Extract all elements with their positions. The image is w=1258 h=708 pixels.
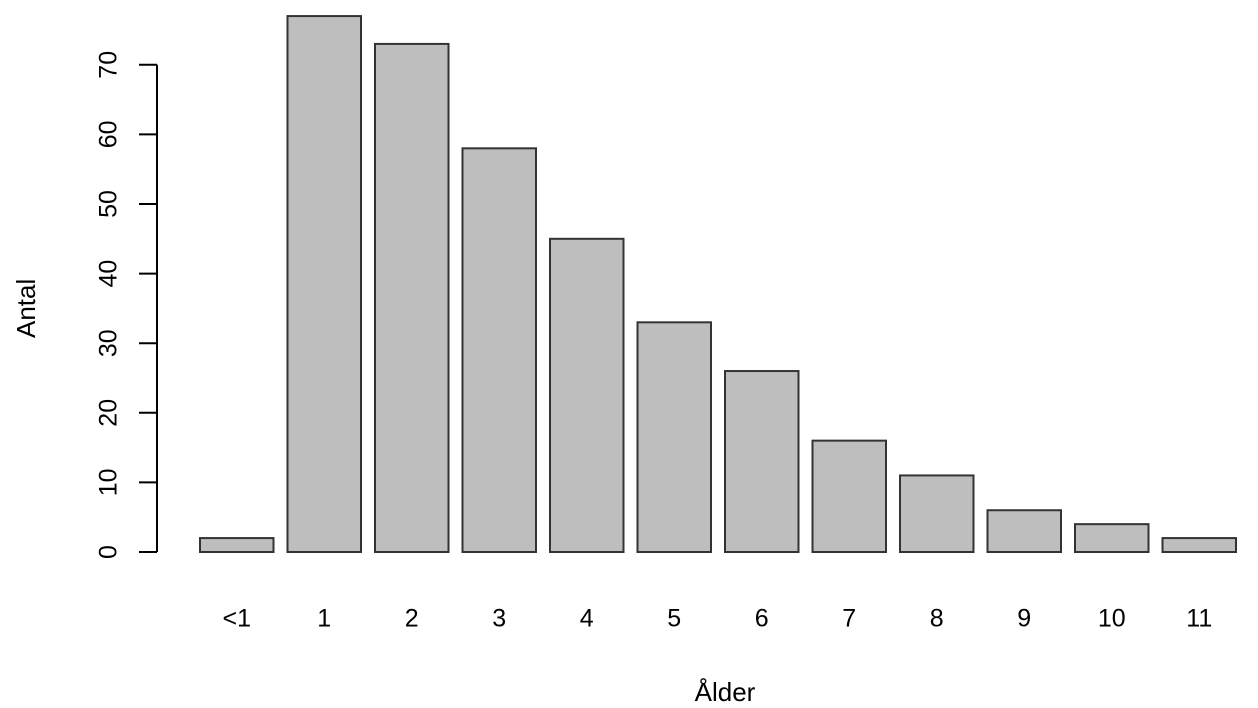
x-tick-label: 10 xyxy=(1098,605,1126,633)
x-tick-label: 4 xyxy=(580,605,594,633)
x-tick-label: 7 xyxy=(842,605,856,633)
bar-2 xyxy=(374,42,450,553)
y-tick-label: 60 xyxy=(95,120,123,148)
y-ticks-group xyxy=(139,63,157,553)
y-tick-label: 10 xyxy=(95,468,123,496)
y-tick-label: 50 xyxy=(95,190,123,218)
y-tick-label: 20 xyxy=(95,399,123,427)
bars-group xyxy=(199,15,1237,554)
x-tick-label: 9 xyxy=(1017,605,1031,633)
y-tick-label: 30 xyxy=(95,329,123,357)
y-tick-label: 40 xyxy=(95,260,123,288)
x-axis-title: Ålder xyxy=(695,677,756,707)
x-tick-label: 5 xyxy=(667,605,681,633)
bar-4 xyxy=(549,237,625,554)
bar-6 xyxy=(724,370,800,554)
y-tick-label: 70 xyxy=(95,51,123,79)
bar-7 xyxy=(811,439,887,554)
x-tick-label: 6 xyxy=(755,605,769,633)
bar-8 xyxy=(899,474,975,553)
x-tick-label: 11 xyxy=(1186,605,1212,633)
bar-0 xyxy=(199,537,275,554)
bar-3 xyxy=(461,147,537,553)
x-tick-label: <1 xyxy=(222,605,251,633)
x-tick-label: 1 xyxy=(317,605,331,633)
bar-9 xyxy=(986,509,1062,553)
bar-10 xyxy=(1074,523,1150,553)
y-axis-title: Antal xyxy=(11,279,41,338)
y-tick-labels-group: 0 10 20 30 40 50 60 70 xyxy=(95,51,123,559)
x-tick-label: 2 xyxy=(405,605,419,633)
x-tick-label: 3 xyxy=(492,605,506,633)
bar-1 xyxy=(286,15,362,553)
x-tick-labels-group: <1 1 2 3 4 5 6 7 8 9 10 11 xyxy=(222,605,1212,633)
y-tick-label: 0 xyxy=(95,545,123,559)
bar-5 xyxy=(636,321,712,553)
x-tick-label: 8 xyxy=(930,605,944,633)
bar-11 xyxy=(1161,537,1237,554)
